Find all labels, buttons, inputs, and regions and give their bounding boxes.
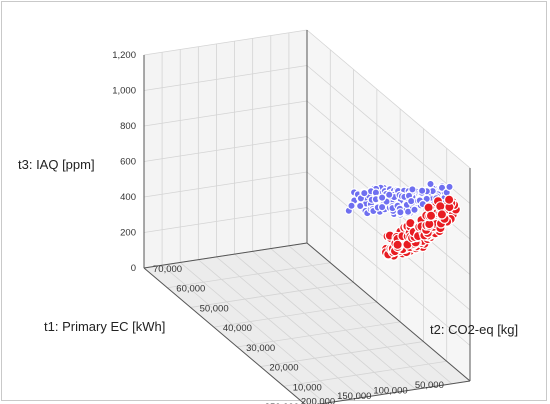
floor-gridline: [283, 360, 447, 387]
floor-gridline: [237, 321, 401, 348]
x-tick-label: 150,000: [337, 391, 371, 402]
floor-gridline: [179, 262, 344, 401]
left-wall-gridline: [143, 171, 308, 198]
left-wall-gridline: [143, 136, 308, 162]
data-point: [436, 209, 448, 220]
y-tick-label: 30,000: [246, 343, 275, 354]
floor-wall: [144, 243, 470, 404]
data-point: [407, 196, 416, 206]
y-tick-label: 20,000: [269, 363, 298, 374]
data-point: [356, 201, 365, 211]
x-tick-label: 200,000: [301, 396, 335, 404]
axis-edge: [143, 242, 308, 269]
x-axis-label: t1: Primary EC [kWh]: [44, 319, 165, 334]
axis-edge: [306, 242, 471, 382]
data-point: [425, 210, 437, 221]
data-point: [410, 205, 419, 214]
floor-gridline: [161, 264, 326, 404]
data-point: [392, 239, 403, 250]
x-tick-label: 100,000: [373, 385, 407, 396]
data-point: [377, 202, 387, 212]
z-tick-label: 400: [120, 192, 136, 203]
data-point: [417, 186, 427, 195]
y-tick-label: 70,000: [153, 264, 182, 275]
left-wall-gridline: [143, 29, 308, 56]
x-tick-label: 250,000: [265, 402, 299, 404]
y-tick-label: 10,000: [293, 382, 322, 393]
left-wall-gridline: [143, 65, 308, 91]
data-point: [360, 188, 369, 198]
y-tick-label: 40,000: [223, 323, 252, 334]
axis-edge: [143, 267, 306, 404]
floor-gridline: [216, 256, 380, 396]
data-point: [347, 201, 356, 210]
data-point: [443, 194, 455, 205]
y-tick-label: 60,000: [176, 284, 205, 295]
x-tick-label: 50,000: [415, 380, 444, 391]
floor-gridline: [252, 251, 416, 390]
right-wall-gridline: [306, 29, 471, 169]
y-tick-label: 50,000: [200, 303, 229, 314]
chart-gridlines: [143, 29, 471, 404]
data-point: [396, 208, 405, 217]
z-tick-label: 800: [120, 121, 136, 132]
floor-gridline: [190, 282, 354, 308]
tick-labels: 0 200 400 600 800 1,000 1,200 50,000 100,000150,…: [112, 50, 444, 404]
floor-gridline: [234, 253, 398, 393]
right-wall-gridline: [306, 207, 471, 346]
right-wall-gridline: [306, 65, 471, 204]
floor-gridline: [213, 301, 377, 328]
axis-edge: [316, 380, 471, 404]
floor-gridline: [270, 248, 435, 387]
data-point: [385, 190, 394, 199]
data-point: [426, 179, 435, 189]
data-point: [445, 182, 454, 192]
y-tick-label: 0: [316, 402, 321, 404]
z-tick-label: 600: [120, 157, 136, 168]
left-wall-gridline: [143, 100, 308, 127]
z-tick-label: 1,000: [112, 86, 136, 97]
data-points: [344, 179, 461, 261]
z-axis-label: t3: IAQ [ppm]: [18, 157, 95, 172]
z-tick-label: 0: [131, 263, 136, 274]
data-point: [408, 185, 417, 194]
data-point: [377, 193, 387, 202]
floor-gridline: [167, 262, 331, 289]
floor-gridline: [198, 259, 362, 398]
z-tick-label: 1,200: [112, 50, 136, 61]
z-tick-label: 200: [120, 228, 136, 239]
y-axis-label: t2: CO2-eq [kg]: [430, 322, 518, 337]
floor-gridline: [260, 341, 424, 367]
left-wall-gridline: [143, 207, 308, 233]
floor-gridline: [288, 245, 453, 385]
